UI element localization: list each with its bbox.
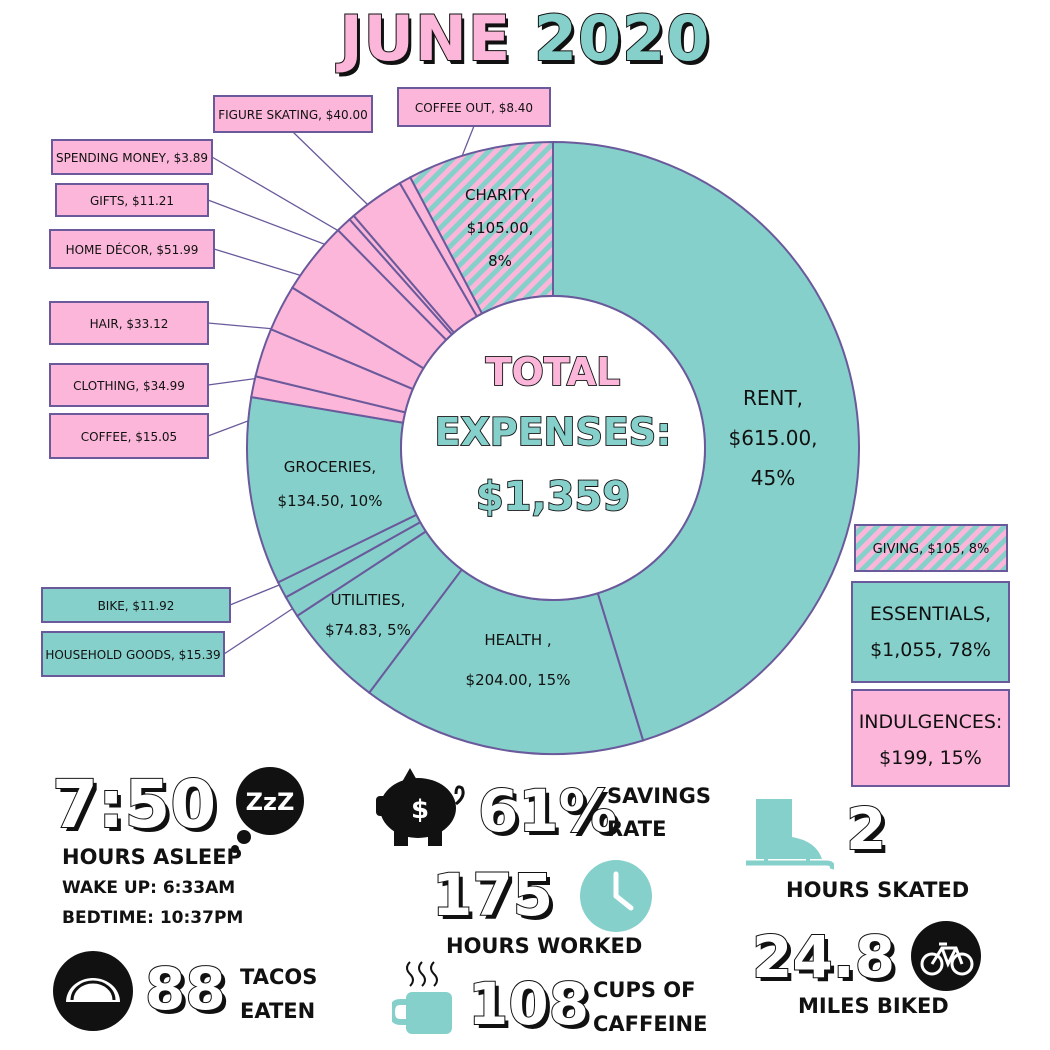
page-title: JUNE 2020 xyxy=(0,1,1050,76)
title-year: 2020 xyxy=(533,1,711,76)
biked-label: MILES BIKED xyxy=(798,994,949,1018)
caffeine-label-2: CAFFEINE xyxy=(593,1012,708,1036)
ice-skate-icon xyxy=(742,797,835,876)
caffeine-value: 108 xyxy=(467,970,590,1038)
legend-box-essentials xyxy=(851,581,1010,683)
label-text-bike: BIKE, $11.92 xyxy=(98,599,175,613)
coffee-mug-icon xyxy=(388,958,464,1042)
label-box-household-goods xyxy=(41,631,225,677)
title-month: JUNE xyxy=(339,1,512,76)
label-box-figure-skating xyxy=(213,95,373,133)
zzz-text: ZzZ xyxy=(246,788,295,816)
sleep-label: HOURS ASLEEP xyxy=(62,845,242,869)
tacos-value: 88 xyxy=(144,955,227,1023)
biked-value: 24.8 xyxy=(751,923,896,991)
label-box-gifts xyxy=(55,183,209,217)
legend-label-giving: GIVING, $105, 8% xyxy=(873,542,990,557)
legend-box-indulgences xyxy=(851,689,1010,787)
svg-text:$: $ xyxy=(411,795,429,825)
slice-label-groceries: GROCERIES, $134.50, 10% xyxy=(278,458,383,510)
sleep-value: 7:50 xyxy=(51,766,217,843)
worked-label: HOURS WORKED xyxy=(446,934,643,958)
piggy-bank-icon: $ xyxy=(372,768,472,857)
label-box-spending-money xyxy=(51,139,213,175)
savings-label-1: SAVINGS xyxy=(607,784,711,808)
skated-label: HOURS SKATED xyxy=(786,878,970,902)
label-box-home-d-cor xyxy=(49,229,215,269)
taco-icon xyxy=(52,950,134,1036)
zzz-thought-bubble-icon: ZzZ xyxy=(228,765,308,859)
savings-value: 61% xyxy=(477,777,618,845)
legend-label-indulgences: INDULGENCES: $199, 15% xyxy=(859,711,1003,769)
label-text-figure-skating: FIGURE SKATING, $40.00 xyxy=(218,108,368,122)
slice-label-rent: RENT, $615.00, 45% xyxy=(728,386,817,490)
label-box-bike xyxy=(41,587,231,623)
legend-box-giving xyxy=(854,524,1008,572)
tacos-label-2: EATEN xyxy=(240,999,316,1023)
slice-label-utilities: UTILITIES, $74.83, 5% xyxy=(325,591,411,639)
bed-time: BEDTIME: 10:37PM xyxy=(62,908,244,928)
label-box-hair xyxy=(49,301,209,345)
label-box-clothing xyxy=(49,363,209,407)
donut-hole xyxy=(400,295,706,601)
center-label-line-2: EXPENSES: xyxy=(435,410,672,454)
caffeine-label-1: CUPS OF xyxy=(593,978,696,1002)
wake-time: WAKE UP: 6:33AM xyxy=(62,878,236,898)
tacos-label-1: TACOS xyxy=(240,965,318,989)
legend-label-essentials: ESSENTIALS, $1,055, 78% xyxy=(870,603,991,661)
label-text-spending-money: SPENDING MONEY, $3.89 xyxy=(56,151,208,165)
center-label-line-3: $1,359 xyxy=(476,474,630,520)
label-box-coffee-out xyxy=(397,87,551,127)
bicycle-icon xyxy=(910,920,982,996)
label-text-clothing: CLOTHING, $34.99 xyxy=(73,379,185,393)
skated-value: 2 xyxy=(845,795,887,863)
slice-label-health: HEALTH , $204.00, 15% xyxy=(466,631,571,689)
savings-label-2: RATE xyxy=(607,817,667,841)
label-text-gifts: GIFTS, $11.21 xyxy=(90,194,174,208)
center-label-line-1: TOTAL xyxy=(486,350,621,394)
label-text-household-goods: HOUSEHOLD GOODS, $15.39 xyxy=(45,648,220,662)
worked-value: 175 xyxy=(431,861,554,929)
label-text-coffee-out: COFFEE OUT, $8.40 xyxy=(415,101,533,115)
clock-icon xyxy=(578,858,654,938)
label-text-coffee: COFFEE, $15.05 xyxy=(81,430,177,444)
label-text-home-d-cor: HOME DÉCOR, $51.99 xyxy=(66,242,199,257)
label-text-hair: HAIR, $33.12 xyxy=(90,317,169,331)
label-box-coffee xyxy=(49,413,209,459)
slice-label-charity: CHARITY, $105.00, 8% xyxy=(465,186,535,270)
